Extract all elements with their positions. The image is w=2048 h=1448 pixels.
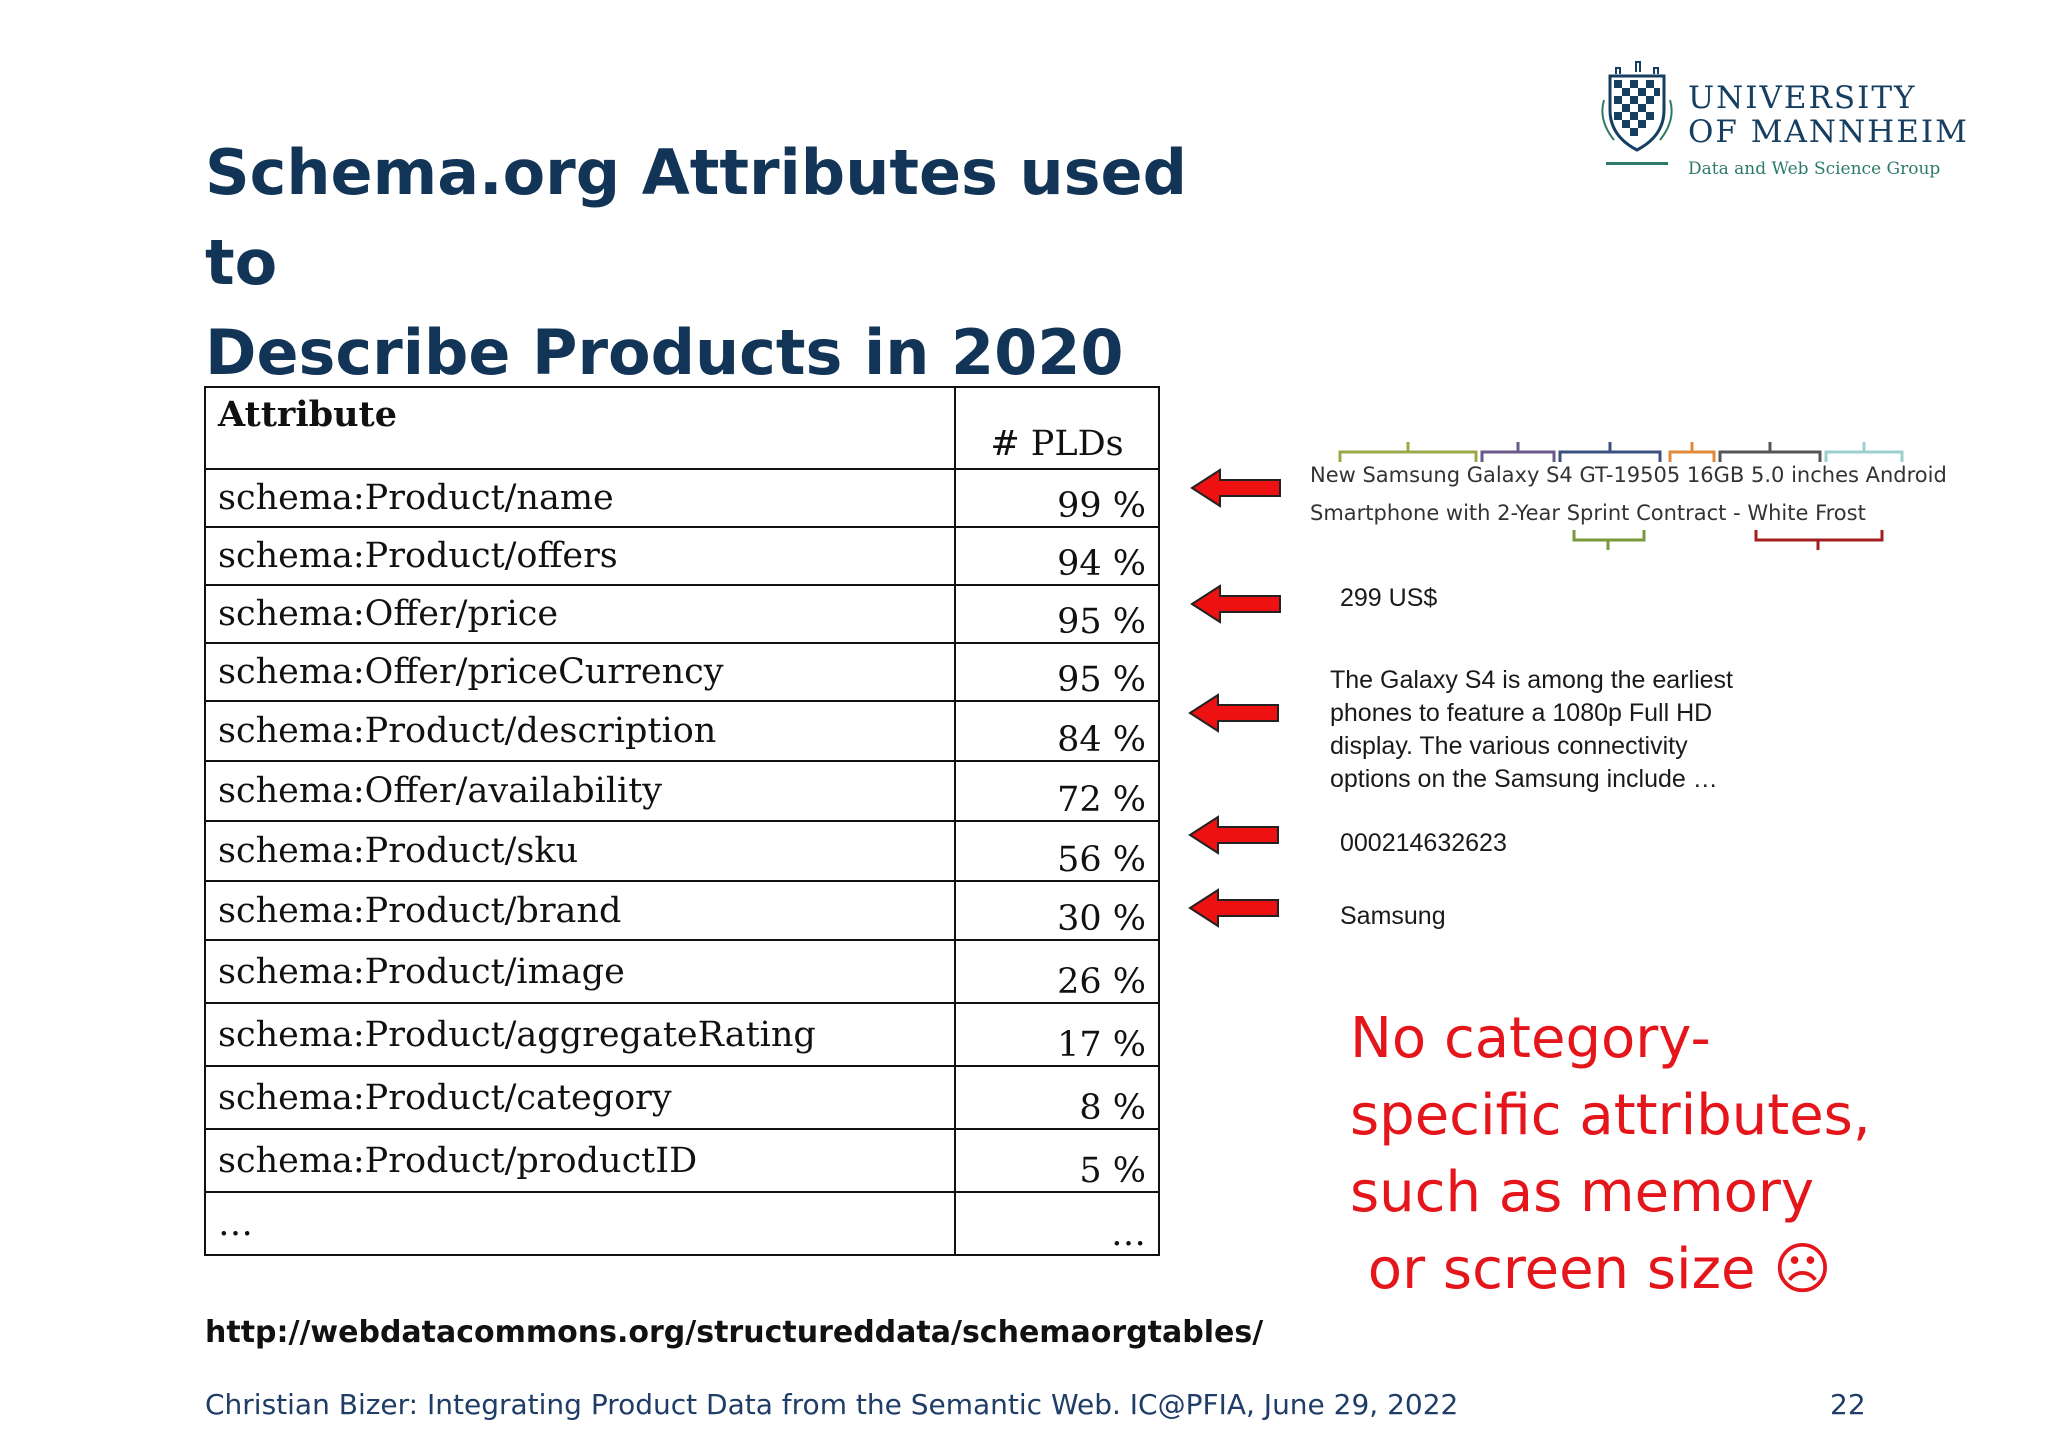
logo-university-text: UNIVERSITY <box>1688 80 1917 116</box>
price-value: 299 US$ <box>1340 584 1438 612</box>
table-row: schema:Product/name 99 % <box>204 468 1160 528</box>
attribute-cell: schema:Offer/priceCurrency <box>204 642 956 702</box>
attribute-cell: schema:Offer/availability <box>204 760 956 822</box>
plds-cell: 26 % <box>954 939 1160 1004</box>
left-arrow-icon <box>1190 468 1281 508</box>
attribute-cell: … <box>204 1191 956 1256</box>
note-line: No category- <box>1350 1006 1711 1071</box>
title-line-1: Schema.org Attributes used to <box>205 136 1187 299</box>
logo-mannheim-text: OF MANNHEIM <box>1688 114 1969 150</box>
note-line: such as memory <box>1350 1160 1815 1225</box>
header-attribute: Attribute <box>204 386 956 470</box>
table-row: schema:Offer/priceCurrency 95 % <box>204 642 1160 702</box>
description-value: The Galaxy S4 is among the earliest phon… <box>1330 664 1800 796</box>
university-crest-icon <box>1601 61 1673 152</box>
attribute-cell: schema:Product/offers <box>204 526 956 586</box>
left-arrow-icon <box>1190 584 1281 624</box>
left-arrow-icon <box>1188 693 1279 733</box>
plds-cell: 8 % <box>954 1065 1160 1130</box>
university-logo: UNIVERSITY OF MANNHEIM Data and Web Scie… <box>1596 60 1976 190</box>
attribute-cell: schema:Product/name <box>204 468 956 528</box>
plds-cell: 95 % <box>954 642 1160 702</box>
description-line: options on the Samsung include … <box>1330 765 1718 793</box>
plds-cell: 72 % <box>954 760 1160 822</box>
table-row: schema:Product/image 26 % <box>204 939 1160 1004</box>
table-header-row: Attribute # PLDs <box>204 386 1160 470</box>
attribute-table: Attribute # PLDs schema:Product/name 99 … <box>204 386 1160 1256</box>
logo-divider <box>1606 162 1668 165</box>
plds-cell: 84 % <box>954 700 1160 762</box>
attribute-cell: schema:Offer/price <box>204 584 956 644</box>
slide-footer: Christian Bizer: Integrating Product Dat… <box>205 1388 1459 1421</box>
plds-cell: 99 % <box>954 468 1160 528</box>
description-line: display. The various connectivity <box>1330 732 1688 760</box>
brand-value: Samsung <box>1340 902 1446 930</box>
description-line: phones to feature a 1080p Full HD <box>1330 699 1713 727</box>
description-line: The Galaxy S4 is among the earliest <box>1330 666 1733 694</box>
sku-value: 000214632623 <box>1340 829 1507 857</box>
table-row: schema:Product/aggregateRating 17 % <box>204 1002 1160 1067</box>
table-row: … … <box>204 1191 1160 1256</box>
attribute-cell: schema:Product/image <box>204 939 956 1004</box>
table-row: schema:Product/brand 30 % <box>204 880 1160 941</box>
plds-cell: 30 % <box>954 880 1160 941</box>
source-link[interactable]: http://webdatacommons.org/structureddata… <box>205 1315 1264 1350</box>
left-arrow-icon <box>1188 888 1279 928</box>
note-line: or screen size ☹ <box>1350 1237 1832 1302</box>
attribute-cell: schema:Product/sku <box>204 820 956 882</box>
missing-attributes-note: No category- specific attributes, such a… <box>1350 1000 1910 1308</box>
table-row: schema:Product/sku 56 % <box>204 820 1160 882</box>
note-line: specific attributes, <box>1350 1083 1871 1148</box>
plds-cell: 95 % <box>954 584 1160 644</box>
plds-cell: 5 % <box>954 1128 1160 1193</box>
table-row: schema:Offer/availability 72 % <box>204 760 1160 822</box>
table-row: schema:Product/category 8 % <box>204 1065 1160 1130</box>
table-row: schema:Product/productID 5 % <box>204 1128 1160 1193</box>
logo-group-text: Data and Web Science Group <box>1688 159 1941 179</box>
plds-cell: 17 % <box>954 1002 1160 1067</box>
attribute-cell: schema:Product/productID <box>204 1128 956 1193</box>
table-row: schema:Offer/price 95 % <box>204 584 1160 644</box>
product-name-line-1: New Samsung Galaxy S4 GT-19505 16GB 5.0 … <box>1310 463 1947 487</box>
attribute-cell: schema:Product/aggregateRating <box>204 1002 956 1067</box>
plds-cell: 94 % <box>954 526 1160 586</box>
product-name-line-2: Smartphone with 2-Year Sprint Contract -… <box>1310 501 1866 525</box>
plds-cell: 56 % <box>954 820 1160 882</box>
page-number: 22 <box>1830 1388 1866 1421</box>
table-row: schema:Product/description 84 % <box>204 700 1160 762</box>
attribute-cell: schema:Product/brand <box>204 880 956 941</box>
slide-title: Schema.org Attributes used to Describe P… <box>205 128 1205 398</box>
segment-braces <box>1338 442 1904 550</box>
attribute-cell: schema:Product/category <box>204 1065 956 1130</box>
table-row: schema:Product/offers 94 % <box>204 526 1160 586</box>
left-arrow-icon <box>1188 815 1279 855</box>
plds-cell: … <box>954 1191 1160 1256</box>
attribute-cell: schema:Product/description <box>204 700 956 762</box>
header-plds: # PLDs <box>954 386 1160 470</box>
title-line-2: Describe Products in 2020 <box>205 316 1124 389</box>
